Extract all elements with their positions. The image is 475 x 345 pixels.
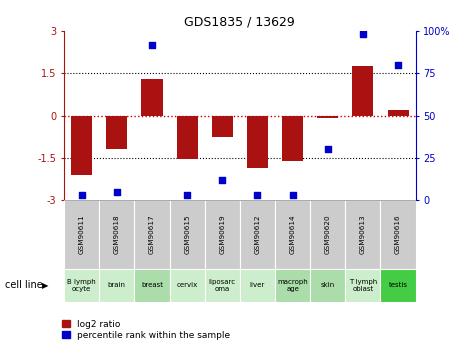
Bar: [212, 116, 233, 137]
Text: liposarc
oma: liposarc oma: [209, 279, 236, 292]
Bar: [240, 200, 275, 269]
Bar: [380, 269, 416, 302]
Text: macroph
age: macroph age: [277, 279, 308, 292]
Text: ▶: ▶: [42, 281, 48, 290]
Text: skin: skin: [321, 283, 335, 288]
Bar: [170, 200, 205, 269]
Bar: [345, 200, 380, 269]
Bar: [205, 269, 240, 302]
Text: B lymph
ocyte: B lymph ocyte: [67, 279, 96, 292]
Bar: [310, 269, 345, 302]
Text: GSM90620: GSM90620: [325, 215, 331, 254]
Text: testis: testis: [389, 283, 408, 288]
Bar: [71, 116, 92, 175]
Text: GSM90615: GSM90615: [184, 215, 190, 254]
Text: GSM90612: GSM90612: [255, 215, 260, 254]
Bar: [282, 116, 303, 161]
Bar: [317, 116, 338, 118]
Text: T lymph
oblast: T lymph oblast: [349, 279, 377, 292]
Bar: [247, 116, 268, 168]
Text: GSM90619: GSM90619: [219, 215, 225, 254]
Bar: [142, 79, 162, 116]
Bar: [380, 200, 416, 269]
Text: GSM90616: GSM90616: [395, 215, 401, 254]
Legend: log2 ratio, percentile rank within the sample: log2 ratio, percentile rank within the s…: [62, 319, 231, 341]
Text: GSM90617: GSM90617: [149, 215, 155, 254]
Bar: [275, 269, 310, 302]
Bar: [205, 200, 240, 269]
Bar: [106, 116, 127, 149]
Point: [324, 147, 332, 152]
Bar: [170, 269, 205, 302]
Text: cervix: cervix: [177, 283, 198, 288]
Point: [289, 192, 296, 198]
Bar: [352, 66, 373, 116]
Point: [148, 42, 156, 47]
Text: GSM90614: GSM90614: [290, 215, 295, 254]
Bar: [240, 269, 275, 302]
Bar: [275, 200, 310, 269]
Title: GDS1835 / 13629: GDS1835 / 13629: [184, 16, 295, 29]
Point: [359, 32, 367, 37]
Bar: [310, 200, 345, 269]
Point: [183, 192, 191, 198]
Point: [394, 62, 402, 68]
Text: GSM90613: GSM90613: [360, 215, 366, 254]
Text: GSM90618: GSM90618: [114, 215, 120, 254]
Point: [78, 192, 86, 198]
Text: liver: liver: [250, 283, 265, 288]
Point: [113, 189, 121, 195]
Text: cell line: cell line: [5, 280, 42, 290]
Bar: [388, 110, 408, 116]
Bar: [99, 200, 134, 269]
Bar: [134, 269, 170, 302]
Bar: [345, 269, 380, 302]
Bar: [64, 200, 99, 269]
Bar: [64, 269, 99, 302]
Point: [218, 177, 226, 183]
Text: breast: breast: [141, 283, 163, 288]
Text: brain: brain: [108, 283, 126, 288]
Point: [254, 192, 261, 198]
Bar: [177, 116, 198, 159]
Bar: [134, 200, 170, 269]
Text: GSM90611: GSM90611: [79, 215, 85, 254]
Bar: [99, 269, 134, 302]
